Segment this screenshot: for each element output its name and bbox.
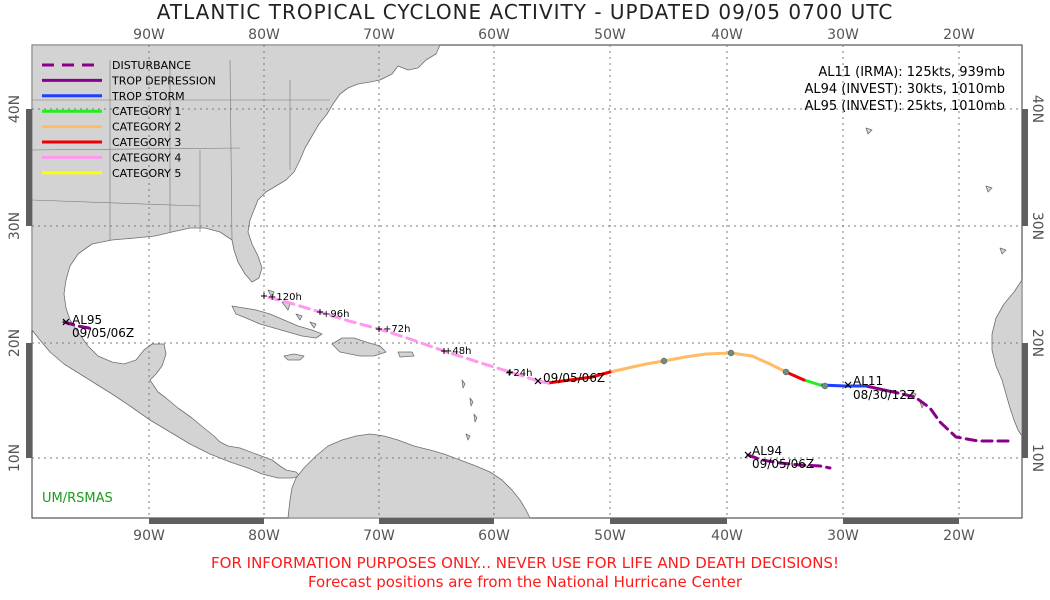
- bahamas-land: [267, 289, 317, 329]
- al95-track: [62, 320, 96, 331]
- forecast-label-48h: +48h: [444, 346, 471, 357]
- longitude-label-top: 90W: [133, 27, 165, 43]
- storm-info-line: AL11 (IRMA): 125kts, 939mb: [818, 65, 1005, 80]
- forecast-label-96h: +96h: [322, 309, 349, 320]
- latitude-label-left: 30N: [7, 212, 23, 240]
- al11-track-storm: [818, 383, 868, 388]
- map-title: ATLANTIC TROPICAL CYCLONE ACTIVITY - UPD…: [156, 0, 894, 24]
- longitude-label-bottom: 60W: [478, 528, 510, 544]
- longitude-label-bottom: 70W: [363, 528, 395, 544]
- africa-land: [991, 279, 1023, 437]
- longitude-label-top: 70W: [363, 27, 395, 43]
- antilles-land: [461, 379, 478, 441]
- frame-bar-bottom: [843, 518, 959, 524]
- al95-name-label: AL95: [72, 313, 102, 327]
- legend-label: CATEGORY 1: [112, 105, 181, 118]
- track-point: [782, 368, 790, 376]
- storm-info-line: AL95 (INVEST): 25kts, 1010mb: [804, 99, 1005, 114]
- latitude-label-left: 20N: [7, 329, 23, 357]
- longitude-label-top: 30W: [827, 27, 859, 43]
- legend-label: DISTURBANCE: [112, 59, 191, 72]
- legend-label: TROP DEPRESSION: [111, 74, 216, 87]
- longitude-label-top: 20W: [943, 27, 975, 43]
- al11-track-depression: [864, 384, 900, 395]
- disclaimer-line: FOR INFORMATION PURPOSES ONLY... NEVER U…: [211, 554, 839, 572]
- longitude-label-top: 60W: [478, 27, 510, 43]
- axis-labels: 90W 90W 80W 80W 70W 70W 60W 60W 50W 50W 40W 40W 30W 3…: [7, 27, 1045, 544]
- credit-label: UM/RSMAS: [42, 491, 113, 506]
- legend-label: CATEGORY 4: [112, 151, 181, 164]
- storm-info-line: AL94 (INVEST): 30kts, 1010mb: [804, 82, 1005, 97]
- frame-bar-left: [26, 109, 32, 226]
- cuba-land: [231, 305, 323, 339]
- longitude-label-bottom: 40W: [711, 528, 743, 544]
- al11-forecast-track: [262, 294, 540, 383]
- al11-track-cat3: [784, 370, 806, 382]
- atlantic-islands-land: [865, 127, 1007, 255]
- frame-bar-bottom: [610, 518, 727, 524]
- frame-tick-bars: [26, 109, 1028, 524]
- al11-name-label: AL11: [853, 374, 883, 388]
- al94-date-label: 09/05/06Z: [752, 457, 814, 471]
- longitude-label-bottom: 20W: [943, 528, 975, 544]
- latitude-label-right: 10N: [1029, 444, 1045, 472]
- forecast-label-24h: +24h: [505, 368, 532, 379]
- longitude-label-bottom: 80W: [248, 528, 280, 544]
- track-points: [62, 293, 852, 459]
- longitude-label-top: 80W: [248, 27, 280, 43]
- latitude-label-left: 10N: [7, 444, 23, 472]
- frame-bar-right: [1022, 343, 1028, 458]
- storm-position-marker: [844, 381, 852, 389]
- jamaica-land: [283, 353, 305, 361]
- track-point: [821, 382, 829, 390]
- longitude-label-top: 50W: [594, 27, 626, 43]
- frame-bar-right: [1022, 109, 1028, 226]
- lat-lon-grid: [32, 45, 1022, 518]
- north-america-land: [31, 44, 441, 479]
- frame-bar-bottom: [149, 518, 264, 524]
- legend: DISTURBANCE TROP DEPRESSION TROP STORM CATE…: [42, 59, 216, 180]
- al94-name-label: AL94: [752, 444, 782, 458]
- longitude-label-bottom: 30W: [827, 528, 859, 544]
- longitude-label-top: 40W: [711, 27, 743, 43]
- forecast-label-72h: +72h: [383, 324, 410, 335]
- frame-bar-bottom: [379, 518, 494, 524]
- storm-position-marker: [62, 318, 70, 326]
- legend-label: CATEGORY 5: [112, 167, 181, 180]
- al11-track-cat4: [536, 379, 550, 385]
- storm-position-marker: [744, 451, 752, 459]
- puerto-rico-land: [397, 351, 415, 358]
- legend-label: CATEGORY 3: [112, 136, 181, 149]
- track-point: [660, 357, 668, 365]
- forecast-label-120h: +120h: [268, 292, 302, 303]
- al11-current-label: 09/05/06Z: [543, 371, 605, 385]
- al11-track-cat2: [608, 359, 666, 374]
- storm-tracks: [62, 294, 1010, 470]
- legend-label: TROP STORM: [111, 90, 185, 103]
- longitude-label-bottom: 90W: [133, 528, 165, 544]
- al11-track-disturbance: [896, 391, 1010, 443]
- al94-track: [746, 453, 832, 470]
- latitude-label-right: 30N: [1029, 212, 1045, 240]
- latitude-label-right: 40N: [1029, 95, 1045, 123]
- state-borders: [31, 59, 330, 241]
- longitude-label-bottom: 50W: [594, 528, 626, 544]
- disclaimer: FOR INFORMATION PURPOSES ONLY... NEVER U…: [0, 554, 1050, 592]
- al11-track-cat2: [662, 351, 733, 363]
- latitude-label-left: 40N: [7, 95, 23, 123]
- frame-bar-left: [26, 343, 32, 458]
- latitude-label-right: 20N: [1029, 329, 1045, 357]
- al11-track-cat3: [546, 370, 612, 385]
- al11-track-cat2: [729, 351, 788, 374]
- storm-info: AL11 (IRMA): 125kts, 939mb AL94 (INVEST)…: [804, 65, 1005, 114]
- al11-track-cat1: [802, 378, 822, 387]
- legend-label: CATEGORY 2: [112, 121, 181, 134]
- storm-position-marker: [534, 377, 542, 385]
- disclaimer-line: Forecast positions are from the National…: [307, 573, 743, 591]
- track-point: [727, 349, 735, 357]
- al11-start-label: 08/30/12Z: [853, 388, 915, 402]
- al95-date-label: 09/05/06Z: [72, 326, 134, 340]
